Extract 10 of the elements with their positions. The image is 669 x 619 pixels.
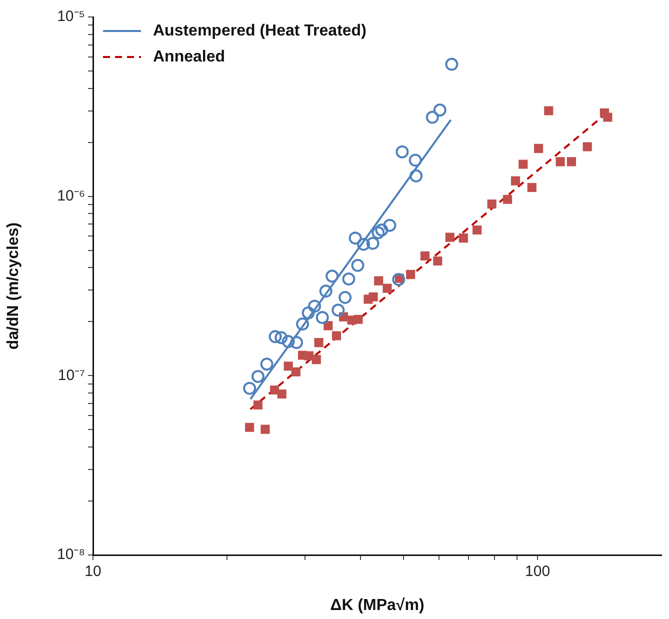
x-tick-label: 100 [525, 563, 550, 580]
legend-label: Austempered (Heat Treated) [153, 22, 366, 40]
y-tick-label: 10⁻⁸ [56, 546, 85, 564]
y-tick-label: 10⁻⁵ [57, 8, 85, 26]
y-tick-label: 10⁻⁷ [58, 366, 85, 384]
y-axis-title: da/dN (m/cycles) [5, 222, 22, 350]
legend-label: Annealed [153, 48, 226, 66]
x-tick-label: 10 [84, 563, 102, 580]
x-axis-title: ΔK (MPa√m) [330, 596, 424, 614]
y-tick-label: 10⁻⁶ [57, 187, 85, 204]
